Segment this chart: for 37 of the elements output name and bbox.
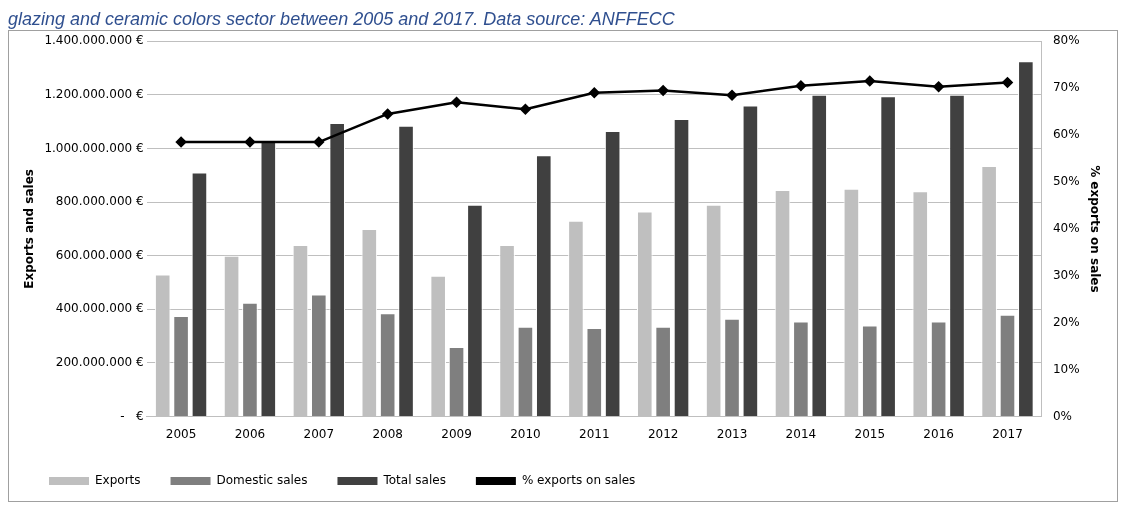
x-tick-label: 2017	[992, 426, 1023, 441]
x-tick-label: 2006	[234, 426, 266, 441]
x-tick-label: 2014	[785, 426, 817, 441]
y2-tick-label: 80%	[1052, 33, 1080, 48]
x-tick-label: 2015	[854, 426, 886, 441]
y-tick-label: - €	[120, 408, 144, 423]
y2-tick-label: 30%	[1052, 267, 1080, 282]
y-tick-label: 200.000.000 €	[55, 355, 144, 370]
chart-title: glazing and ceramic colors sector between 2005 and 2017. Data source: ANFFECC	[8, 8, 676, 30]
y2-tick-label: 50%	[1052, 174, 1080, 189]
legend-label: Exports	[95, 473, 141, 488]
x-tick-label: 2010	[510, 426, 541, 441]
x-tick-label: 2008	[372, 426, 403, 441]
y2-tick-label: 10%	[1052, 361, 1080, 376]
y-tick-label: 800.000.000 €	[55, 194, 144, 209]
y-tick-label: 400.000.000 €	[55, 301, 144, 316]
x-tick-label: 2009	[441, 426, 472, 441]
y2-axis-title: % exports on sales	[1087, 165, 1102, 293]
y-tick-label: 1.000.000.000 €	[44, 140, 144, 155]
y2-tick-label: 20%	[1052, 314, 1080, 329]
y2-tick-label: 0%	[1052, 408, 1072, 423]
x-tick-label: 2005	[165, 426, 197, 441]
legend-label: Domestic sales	[216, 473, 308, 488]
x-tick-label: 2007	[303, 426, 335, 441]
x-tick-label: 2011	[579, 426, 610, 441]
x-tick-label: 2013	[716, 426, 748, 441]
y-tick-label: 600.000.000 €	[55, 247, 144, 262]
y2-tick-label: 40%	[1052, 221, 1080, 236]
y-tick-label: 1.200.000.000 €	[44, 86, 144, 101]
y-axis-title: Exports and sales	[22, 169, 37, 289]
legend-label: % exports on sales	[521, 473, 636, 488]
y2-tick-label: 70%	[1052, 80, 1080, 95]
legend-label: Total sales	[382, 473, 446, 488]
x-tick-label: 2016	[923, 426, 954, 441]
y2-tick-label: 60%	[1052, 127, 1080, 142]
x-tick-label: 2012	[647, 426, 679, 441]
y-tick-label: 1.400.000.000 €	[44, 33, 144, 48]
